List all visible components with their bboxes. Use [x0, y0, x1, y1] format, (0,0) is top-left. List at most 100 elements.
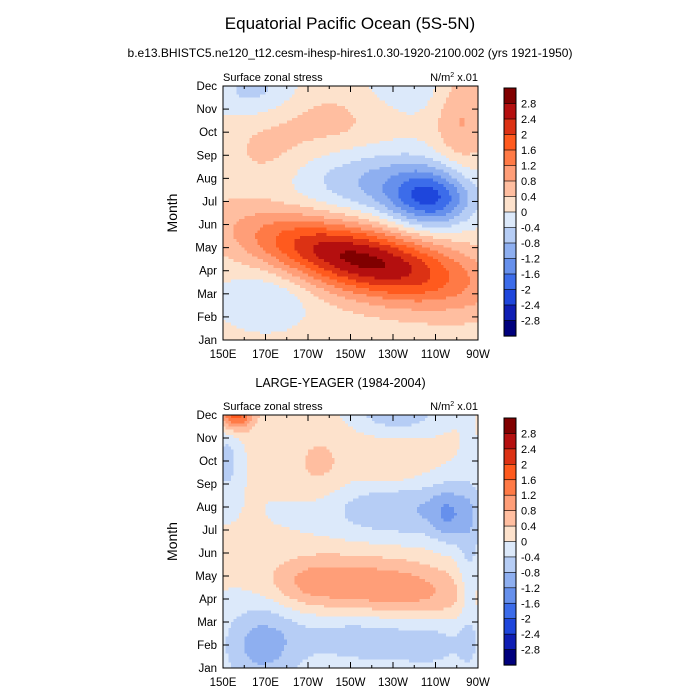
colorbar-swatch: [503, 289, 517, 306]
colorbar-swatch: [503, 258, 517, 275]
x-tick-label: 110W: [421, 677, 450, 689]
colorbar-swatch: [503, 118, 517, 136]
y-tick-label: May: [195, 243, 217, 255]
y-tick-label: Oct: [199, 127, 218, 139]
colorbar-swatch: [503, 273, 517, 291]
colorbar-swatch: [503, 304, 517, 322]
colorbar-label: 1.6: [521, 475, 536, 487]
panel-title: LARGE-YEAGER (1984-2004): [255, 376, 425, 390]
colorbar-label: -0.4: [521, 552, 540, 564]
y-tick-label: Oct: [199, 456, 218, 468]
colorbar-swatch: [503, 417, 517, 435]
colorbar-label: -0.8: [521, 238, 540, 250]
colorbar-label: -1.2: [521, 254, 540, 266]
y-tick-label: Mar: [197, 617, 217, 629]
colorbar-swatch: [503, 572, 517, 589]
colorbar-label: -0.8: [521, 567, 540, 579]
y-tick-label: Aug: [197, 502, 217, 514]
x-tick-label: 90W: [466, 349, 490, 361]
contour-fill: [223, 86, 479, 341]
y-tick-label: Jul: [202, 196, 217, 208]
colorbar-label: 0.8: [521, 506, 536, 518]
x-tick-label: 150E: [210, 349, 237, 361]
x-tick-label: 90W: [466, 677, 490, 689]
colorbar-label: 0: [521, 537, 527, 549]
colorbar-swatch: [503, 541, 517, 558]
colorbar-swatch: [503, 448, 517, 465]
x-tick-label: 170E: [252, 349, 279, 361]
colorbar-swatch: [503, 587, 517, 604]
figure-title: Equatorial Pacific Ocean (5S-5N): [225, 14, 475, 33]
panel-model: Surface zonal stress N/m2 x.01 Jan Feb Mar Ap…: [164, 72, 490, 361]
colorbar-swatch: [503, 227, 517, 244]
colorbar-swatch: [503, 649, 517, 666]
colorbar-model: 2.8 2.4 2 1.6 1.2 0.8 0.4 0 -0.4 -0.8 -1.2 -1.6 -2 -2…: [503, 87, 540, 337]
y-tick-label: Apr: [199, 266, 217, 278]
colorbar-label: -0.4: [521, 223, 540, 235]
x-tick-label: 130W: [378, 349, 408, 361]
colorbar-label: -2.8: [521, 316, 540, 328]
colorbar-swatch: [503, 494, 517, 512]
colorbar-frame: [503, 417, 517, 666]
panel-observation: Surface zonal stress N/m2 x.01 LARGE-YEAGE…: [164, 376, 490, 689]
colorbar-label: -1.6: [521, 598, 540, 610]
y-tick-label: Dec: [197, 410, 218, 422]
colorbar-swatch: [503, 479, 517, 496]
x-tick-label: 110W: [421, 349, 450, 361]
colorbar-label: 1.6: [521, 145, 536, 157]
variable-label: Surface zonal stress: [223, 401, 323, 413]
colorbar-label: 2.4: [521, 114, 536, 126]
y-tick-label: Jun: [198, 220, 217, 232]
colorbar-swatch: [503, 87, 517, 105]
figure-subtitle: b.e13.BHISTC5.ne120_t12.cesm-ihesp-hires…: [128, 46, 573, 60]
y-tick-label: Dec: [197, 81, 218, 93]
variable-label: Surface zonal stress: [223, 72, 323, 84]
y-tick-label: Sep: [197, 150, 217, 162]
colorbar-swatch: [503, 320, 517, 337]
y-axis-label: Month: [164, 522, 180, 561]
colorbar-swatch: [503, 242, 517, 260]
colorbar-swatch: [503, 464, 517, 481]
y-tick-label: Feb: [197, 312, 217, 324]
y-tick-label: Apr: [199, 594, 217, 606]
colorbar-swatch: [503, 149, 517, 167]
x-tick-label: 150E: [210, 677, 237, 689]
colorbar-label: -2.4: [521, 300, 540, 312]
y-tick-label: Aug: [197, 173, 217, 185]
x-tick-label: 170E: [252, 677, 279, 689]
colorbar-swatch: [503, 165, 517, 182]
colorbar-label: 0.8: [521, 176, 536, 188]
x-tick-label: 150W: [335, 677, 365, 689]
y-tick-label: Jun: [198, 548, 217, 560]
x-tick-label: 170W: [293, 677, 323, 689]
colorbar-label: 0: [521, 207, 527, 219]
colorbar-swatch: [503, 433, 517, 450]
colorbar-swatch: [503, 211, 517, 229]
colorbar-label: -1.6: [521, 269, 540, 281]
colorbar-label: -2.4: [521, 629, 540, 641]
colorbar-swatch: [503, 196, 517, 213]
colorbar-swatch: [503, 525, 517, 543]
colorbar-label: 2: [521, 130, 527, 142]
colorbar-frame: [503, 87, 517, 337]
colorbar-label: 1.2: [521, 490, 536, 502]
colorbar-swatch: [503, 180, 517, 198]
colorbar-label: -1.2: [521, 583, 540, 595]
colorbar-swatch: [503, 510, 517, 527]
y-tick-label: Jan: [198, 663, 217, 675]
y-tick-label: Jan: [198, 335, 217, 347]
units-label: N/m2 x.01: [430, 72, 478, 84]
y-tick-label: Nov: [197, 104, 218, 116]
colorbar-swatch: [503, 103, 517, 120]
y-axis-label: Month: [164, 194, 180, 233]
contour-fill: [223, 415, 479, 669]
colorbar-label: 2.8: [521, 99, 536, 111]
y-tick-label: May: [195, 571, 217, 583]
colorbar-label: 0.4: [521, 192, 536, 204]
y-tick-label: Nov: [197, 433, 218, 445]
y-tick-label: Sep: [197, 479, 217, 491]
y-tick-label: Feb: [197, 640, 217, 652]
colorbar-label: 1.2: [521, 161, 536, 173]
colorbar-swatch: [503, 602, 517, 620]
